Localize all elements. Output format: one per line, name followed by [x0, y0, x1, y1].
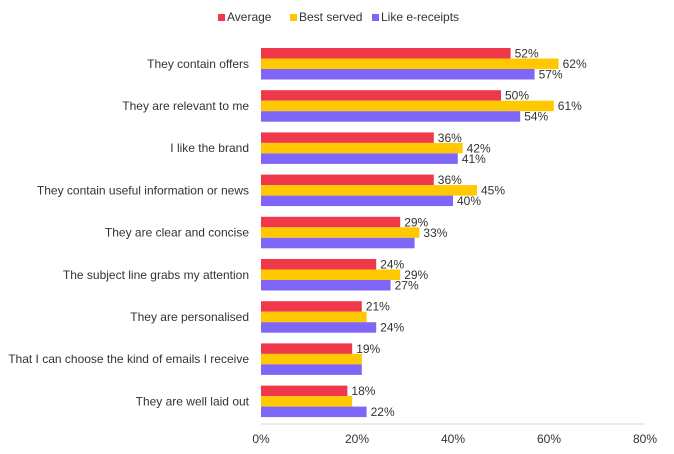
- data-label: 36%: [438, 173, 462, 187]
- bar: [261, 227, 420, 238]
- data-label: 61%: [558, 99, 582, 113]
- legend: Average Best served Like e-receipts: [218, 10, 459, 24]
- category-label: That I can choose the kind of emails I r…: [8, 352, 249, 366]
- data-label: 52%: [515, 47, 539, 61]
- bar: [261, 185, 477, 196]
- bar: [261, 90, 501, 101]
- x-axis-ticks: 0% 20% 40% 60% 80%: [252, 432, 657, 446]
- data-label: 36%: [438, 131, 462, 145]
- category-label: They are relevant to me: [122, 99, 249, 113]
- bar: [261, 269, 401, 280]
- legend-label: Best served: [299, 10, 362, 24]
- bar: [261, 364, 362, 375]
- data-labels: 52%62%57%50%61%54%36%42%41%36%45%40%29%3…: [351, 47, 587, 420]
- x-tick-label: 0%: [252, 432, 270, 446]
- bar: [261, 280, 391, 291]
- data-label: 19%: [356, 342, 380, 356]
- legend-swatch: [290, 14, 297, 21]
- data-label: 29%: [404, 215, 428, 229]
- bar: [261, 69, 535, 80]
- data-label: 42%: [467, 141, 491, 155]
- data-label: 22%: [371, 405, 395, 419]
- data-label: 27%: [395, 279, 419, 293]
- bar: [261, 301, 362, 312]
- bar: [261, 58, 559, 69]
- x-tick-label: 40%: [441, 432, 465, 446]
- bar: [261, 237, 415, 249]
- bar: [261, 195, 453, 207]
- data-label: 54%: [524, 110, 548, 124]
- legend-label: Like e-receipts: [381, 10, 459, 24]
- bar: [261, 343, 353, 354]
- data-label: 40%: [457, 194, 481, 208]
- data-label: 18%: [351, 384, 375, 398]
- data-label: 24%: [380, 321, 404, 335]
- bar: [261, 353, 362, 365]
- bar: [261, 48, 511, 59]
- legend-swatch: [218, 14, 225, 21]
- data-label: 50%: [505, 89, 529, 103]
- bar: [261, 174, 434, 186]
- bar: [261, 100, 554, 112]
- bar: [261, 142, 463, 154]
- data-label: 21%: [366, 300, 390, 314]
- category-label: I like the brand: [170, 141, 249, 155]
- data-label: 24%: [380, 258, 404, 272]
- bar: [261, 322, 377, 333]
- data-label: 57%: [539, 68, 563, 82]
- bar: [261, 385, 348, 397]
- category-label: They are personalised: [130, 310, 249, 324]
- category-labels: They contain offers They are relevant to …: [8, 57, 249, 409]
- legend-label: Average: [227, 10, 272, 24]
- data-label: 45%: [481, 184, 505, 198]
- legend-swatch: [372, 14, 379, 21]
- bar: [261, 216, 401, 228]
- category-label: They are well laid out: [136, 394, 250, 408]
- x-tick-label: 20%: [345, 432, 369, 446]
- bar: [261, 259, 377, 270]
- data-label: 33%: [423, 226, 447, 240]
- category-label: The subject line grabs my attention: [63, 268, 249, 282]
- category-label: They contain offers: [147, 57, 249, 71]
- bar: [261, 311, 367, 323]
- bar: [261, 111, 521, 122]
- bars: [261, 48, 559, 418]
- data-label: 62%: [563, 57, 587, 71]
- data-label: 29%: [404, 268, 428, 282]
- data-label: 41%: [462, 152, 486, 166]
- x-tick-label: 80%: [633, 432, 657, 446]
- x-tick-label: 60%: [537, 432, 561, 446]
- category-label: They contain useful information or news: [37, 183, 249, 197]
- bar: [261, 406, 367, 418]
- bar: [261, 153, 458, 164]
- bar: [261, 132, 434, 143]
- category-label: They are clear and concise: [105, 226, 249, 240]
- bar: [261, 396, 353, 407]
